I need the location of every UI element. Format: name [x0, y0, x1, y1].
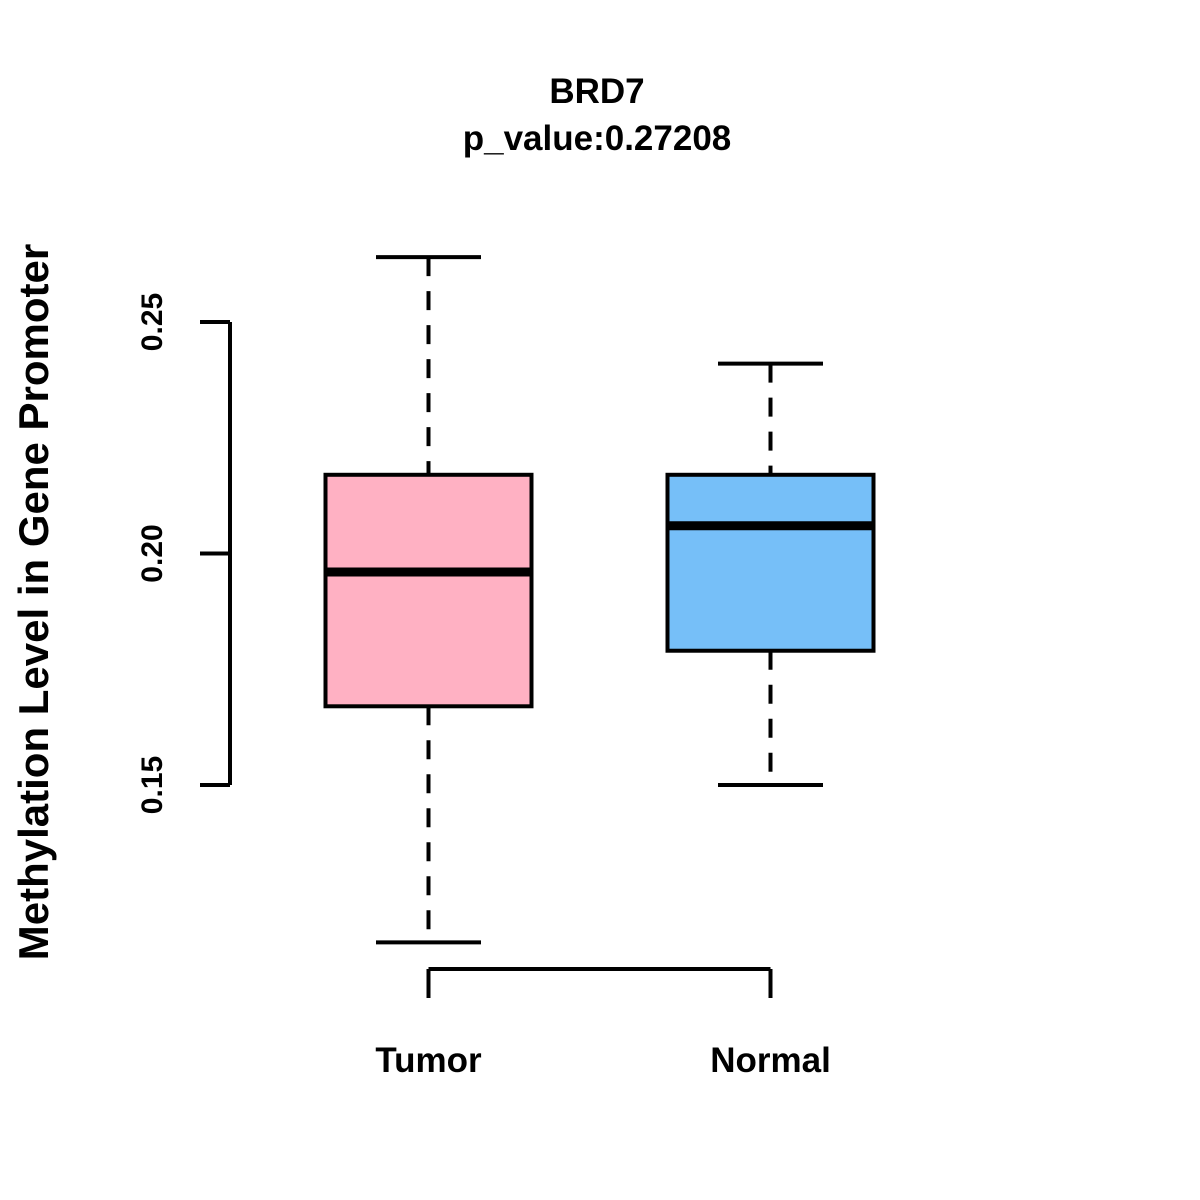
plot-area: 0.15 0.20 0.25 Tumor Normal: [136, 255, 876, 1080]
y-axis-label: Methylation Level in Gene Promoter: [10, 244, 57, 960]
chart-title: BRD7: [549, 72, 644, 111]
x-category-label: Normal: [710, 1041, 831, 1080]
y-tick-label: 0.25: [136, 293, 169, 351]
chart-subtitle: p_value:0.27208: [463, 119, 732, 158]
y-tick-label: 0.15: [136, 756, 169, 814]
y-tick-label: 0.20: [136, 524, 169, 582]
tumor-box: [323, 472, 534, 709]
x-category-label: Tumor: [375, 1041, 482, 1080]
normal-box: [665, 472, 876, 653]
